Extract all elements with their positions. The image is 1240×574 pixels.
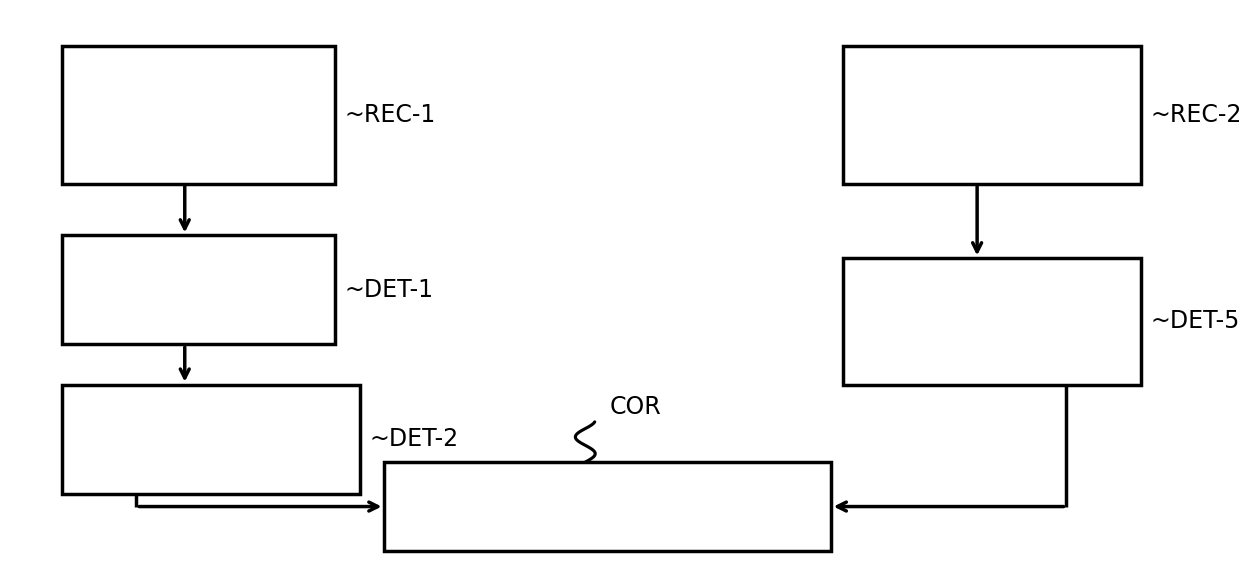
Bar — [843, 258, 1141, 385]
Bar — [384, 462, 831, 551]
Text: ~DET-1: ~DET-1 — [345, 278, 434, 302]
Bar — [62, 235, 335, 344]
Bar — [62, 46, 335, 184]
Bar — [62, 385, 360, 494]
Text: COR: COR — [610, 395, 662, 419]
Text: ~REC-1: ~REC-1 — [345, 103, 436, 127]
Text: ~DET-2: ~DET-2 — [370, 427, 459, 451]
Text: ~REC-2: ~REC-2 — [1151, 103, 1240, 127]
Text: ~DET-5: ~DET-5 — [1151, 309, 1240, 333]
Bar — [843, 46, 1141, 184]
